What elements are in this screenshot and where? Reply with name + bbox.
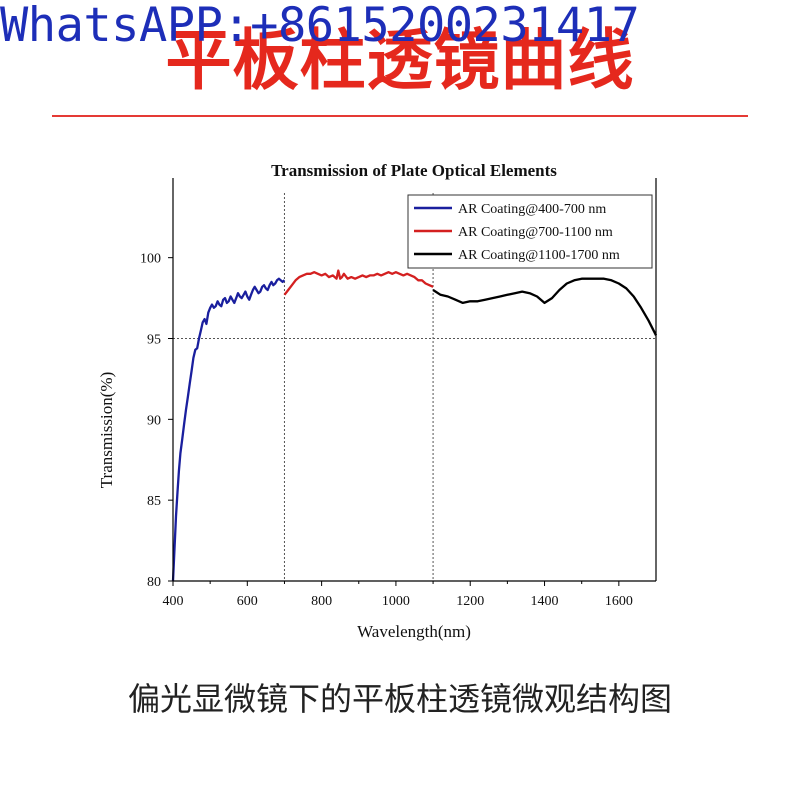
whatsapp-watermark: WhatsAPP:+8615200231417 bbox=[0, 0, 640, 53]
x-tick-label-600: 600 bbox=[237, 594, 258, 609]
y-tick-label-85: 85 bbox=[147, 494, 161, 509]
x-tick-label-1600: 1600 bbox=[605, 594, 633, 609]
series-line-2 bbox=[432, 277, 658, 336]
headline-title: 平板柱透镜曲线 bbox=[165, 22, 635, 99]
y-tick-label-95: 95 bbox=[147, 333, 161, 348]
x-tick-label-800: 800 bbox=[311, 594, 332, 609]
series-line-0 bbox=[171, 277, 286, 582]
legend-label-1: AR Coating@700-1100 nm bbox=[458, 225, 613, 240]
legend-label-2: AR Coating@1100-1700 nm bbox=[458, 248, 620, 263]
x-tick-label-1000: 1000 bbox=[382, 594, 410, 609]
y-tick-label-80: 80 bbox=[147, 575, 161, 590]
x-tick-label-1400: 1400 bbox=[531, 594, 559, 609]
legend-label-0: AR Coating@400-700 nm bbox=[458, 202, 606, 217]
y-axis-label: Transmission(%) bbox=[97, 372, 116, 489]
transmission-chart: Transmission of Plate Optical Elements 4… bbox=[97, 161, 658, 641]
image-caption: 偏光显微镜下的平板柱透镜微观结构图 bbox=[127, 680, 672, 718]
x-tick-label-400: 400 bbox=[163, 594, 184, 609]
chart-title: Transmission of Plate Optical Elements bbox=[271, 161, 557, 180]
series-line-1 bbox=[283, 269, 434, 296]
plot-area: 400 600 800 1000 1200 1400 1600 80 85 90 95 100 AR C… bbox=[140, 178, 658, 609]
y-tick-label-100: 100 bbox=[140, 252, 161, 267]
y-tick-label-90: 90 bbox=[147, 413, 161, 428]
x-axis-label: Wavelength(nm) bbox=[357, 622, 471, 641]
x-tick-label-1200: 1200 bbox=[456, 594, 484, 609]
headline-divider bbox=[52, 115, 748, 117]
